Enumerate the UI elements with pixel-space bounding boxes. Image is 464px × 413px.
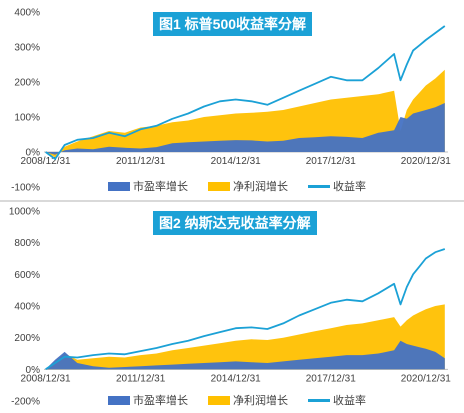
legend-label-profit: 净利润增长 bbox=[233, 395, 288, 407]
chart-title: 图1 标普500收益率分解 bbox=[153, 12, 313, 36]
panel-divider bbox=[0, 200, 464, 202]
chart-legend: 市盈率增长 净利润增长 收益率 bbox=[108, 392, 380, 408]
x-tick-label: 2014/12/31 bbox=[211, 156, 261, 167]
x-tick-label: 2011/12/31 bbox=[116, 373, 166, 384]
chart-panel-sp500: -100% 0% 100% 200% 300% 400% 2008/12/31 2011/12… bbox=[0, 0, 464, 200]
area-series-profit bbox=[45, 304, 445, 370]
legend-label-return: 收益率 bbox=[333, 181, 366, 193]
y-tick-label: 0% bbox=[26, 365, 41, 376]
legend-swatch-profit bbox=[208, 395, 230, 405]
legend-label-pe: 市盈率增长 bbox=[133, 181, 188, 193]
y-tick-label: -200% bbox=[11, 397, 40, 408]
chart-legend: 市盈率增长 净利润增长 收益率 bbox=[108, 178, 380, 194]
legend-item-profit: 净利润增长 bbox=[208, 178, 288, 194]
chart-sp500: -100% 0% 100% 200% 300% 400% 2008/12/31 2011/12… bbox=[11, 8, 451, 194]
chart-title: 图2 纳斯达克收益率分解 bbox=[153, 211, 317, 235]
y-tick-label: 300% bbox=[14, 43, 40, 54]
legend-label-pe: 市盈率增长 bbox=[133, 395, 188, 407]
x-tick-label: 2008/12/31 bbox=[21, 373, 71, 384]
legend-item-return: 收益率 bbox=[308, 392, 366, 408]
line-series-return bbox=[45, 25, 446, 160]
x-tick-label: 2017/12/31 bbox=[306, 373, 356, 384]
y-tick-label: -100% bbox=[11, 183, 40, 194]
legend-swatch-return bbox=[308, 184, 330, 188]
area-series-profit bbox=[45, 69, 445, 158]
legend-swatch-pe bbox=[108, 181, 130, 191]
y-tick-label: 0% bbox=[26, 148, 41, 159]
chart-nasdaq: -200% 0% 200% 400% 600% 800% 1000% 2008/12/31 20… bbox=[9, 207, 451, 408]
legend-item-pe: 市盈率增长 bbox=[108, 178, 188, 194]
y-tick-label: 400% bbox=[14, 302, 40, 313]
area-series-pe bbox=[45, 340, 445, 370]
line-series-return bbox=[45, 248, 446, 371]
legend-swatch-return bbox=[308, 398, 330, 402]
chart-panel-nasdaq: -200% 0% 200% 400% 600% 800% 1000% 2008/12/31 20… bbox=[0, 203, 464, 413]
x-tick-label: 2020/12/31 bbox=[401, 373, 451, 384]
x-tick-label: 2011/12/31 bbox=[116, 156, 166, 167]
x-tick-label: 2020/12/31 bbox=[401, 156, 451, 167]
y-tick-label: 800% bbox=[14, 238, 40, 249]
y-tick-label: 100% bbox=[14, 113, 40, 124]
legend-item-profit: 净利润增长 bbox=[208, 392, 288, 408]
y-tick-label: 400% bbox=[14, 8, 40, 19]
legend-swatch-profit bbox=[208, 181, 230, 191]
x-tick-label: 2014/12/31 bbox=[211, 373, 261, 384]
legend-label-return: 收益率 bbox=[333, 395, 366, 407]
area-series-pe bbox=[45, 103, 445, 155]
legend-item-return: 收益率 bbox=[308, 178, 366, 194]
y-tick-label: 600% bbox=[14, 270, 40, 281]
x-tick-label: 2017/12/31 bbox=[306, 156, 356, 167]
y-tick-label: 200% bbox=[14, 78, 40, 89]
x-tick-label: 2008/12/31 bbox=[21, 156, 71, 167]
legend-swatch-pe bbox=[108, 395, 130, 405]
y-tick-label: 1000% bbox=[9, 207, 40, 218]
legend-item-pe: 市盈率增长 bbox=[108, 392, 188, 408]
y-tick-label: 200% bbox=[14, 333, 40, 344]
legend-label-profit: 净利润增长 bbox=[233, 181, 288, 193]
